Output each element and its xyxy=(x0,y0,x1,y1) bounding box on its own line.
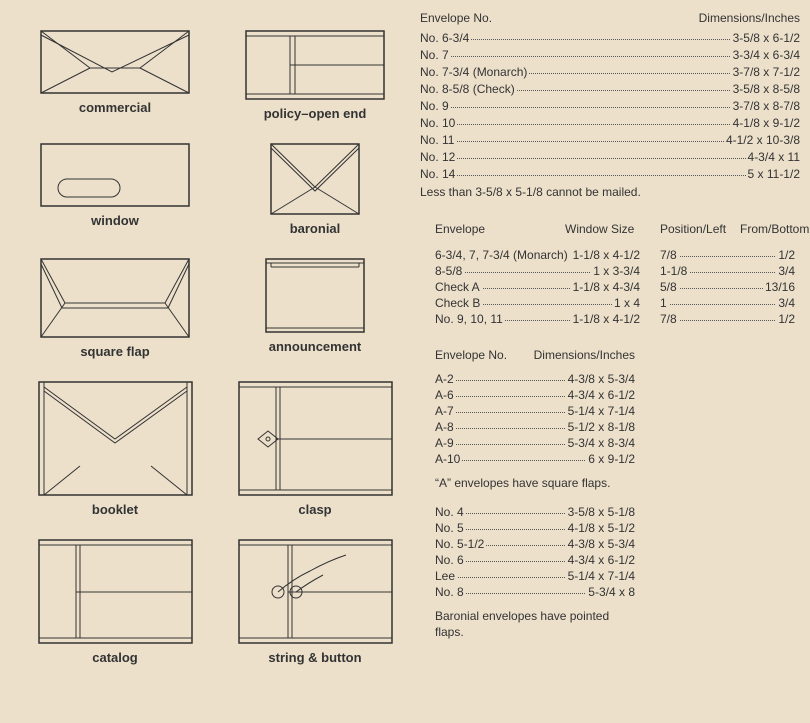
t3a-row: A-64-3/4 x 6-1/2 xyxy=(435,387,635,403)
t1-row: No. 114-1/2 x 10-3/8 xyxy=(420,132,800,148)
t3-header: Envelope No. Dimensions/Inches xyxy=(435,347,635,363)
window-icon xyxy=(40,143,190,207)
baronial-icon xyxy=(270,143,360,215)
env-label: clasp xyxy=(215,502,415,517)
t1-row: No. 104-1/8 x 9-1/2 xyxy=(420,115,800,131)
squareflap-icon xyxy=(40,258,190,338)
t3: Envelope No. Dimensions/Inches A-24-3/8 … xyxy=(435,347,635,641)
env-label: square flap xyxy=(15,344,215,359)
t3a-row: A-106 x 9-1/2 xyxy=(435,451,635,467)
env-clasp: clasp xyxy=(215,381,415,539)
env-squareflap: square flap xyxy=(15,258,215,381)
t3b-row: No. 43-5/8 x 5-1/8 xyxy=(435,504,635,520)
env-announcement: announcement xyxy=(215,258,415,381)
t1-note: Less than 3-5/8 x 5-1/8 cannot be mailed… xyxy=(420,184,800,201)
t2-header: Envelope Window Size Position/Left From/… xyxy=(435,221,795,237)
env-label: string & button xyxy=(215,650,415,665)
t1-row: No. 73-3/4 x 6-3/4 xyxy=(420,47,800,63)
t1-hleft: Envelope No. xyxy=(420,10,492,27)
t2-row: 8-5/81 x 3-3/41-1/83/4 xyxy=(435,263,795,279)
env-label: policy–open end xyxy=(215,106,415,121)
t3-noteB: Baronial envelopes have pointed flaps. xyxy=(435,608,635,642)
t1-row: No. 6-3/43-5/8 x 6-1/2 xyxy=(420,30,800,46)
t2-row: Check A1-1/8 x 4-3/45/813/16 xyxy=(435,279,795,295)
env-label: catalog xyxy=(15,650,215,665)
t3-noteA: “A” envelopes have square flaps. xyxy=(435,475,635,492)
env-label: announcement xyxy=(215,339,415,354)
catalog-icon xyxy=(38,539,193,644)
env-window: window xyxy=(15,143,215,258)
commercial-icon xyxy=(40,30,190,94)
t3b-row: No. 54-1/8 x 5-1/2 xyxy=(435,520,635,536)
data-tables: Envelope No. Dimensions/Inches No. 6-3/4… xyxy=(420,10,800,653)
stringbutton-icon xyxy=(238,539,393,644)
announcement-icon xyxy=(265,258,365,333)
t1-rows: No. 6-3/43-5/8 x 6-1/2No. 73-3/4 x 6-3/4… xyxy=(420,30,800,182)
t3a-row: A-85-1/2 x 8-1/8 xyxy=(435,419,635,435)
t2-row: Check B1 x 413/4 xyxy=(435,295,795,311)
t1-row: No. 93-7/8 x 8-7/8 xyxy=(420,98,800,114)
env-commercial: commercial xyxy=(15,30,215,143)
env-label: baronial xyxy=(215,221,415,236)
t2-rows: 6-3/4, 7, 7-3/4 (Monarch)1-1/8 x 4-1/27/… xyxy=(435,247,795,327)
clasp-icon xyxy=(238,381,393,496)
t1-row: No. 145 x 11-1/2 xyxy=(420,166,800,182)
t3b-row: No. 5-1/24-3/8 x 5-3/4 xyxy=(435,536,635,552)
env-label: window xyxy=(15,213,215,228)
t1-row: No. 8-5/8 (Check)3-5/8 x 8-5/8 xyxy=(420,81,800,97)
t2-row: 6-3/4, 7, 7-3/4 (Monarch)1-1/8 x 4-1/27/… xyxy=(435,247,795,263)
booklet-icon xyxy=(38,381,193,496)
t1-header: Envelope No. Dimensions/Inches xyxy=(420,10,800,26)
t3a-row: A-24-3/8 x 5-3/4 xyxy=(435,371,635,387)
t1-row: No. 7-3/4 (Monarch)3-7/8 x 7-1/2 xyxy=(420,64,800,80)
env-policy: policy–open end xyxy=(215,30,415,143)
t3b-row: Lee5-1/4 x 7-1/4 xyxy=(435,568,635,584)
t1-row: No. 124-3/4 x 11 xyxy=(420,149,800,165)
envelope-diagrams: commercial policy–open end window xyxy=(15,30,415,687)
env-stringbutton: string & button xyxy=(215,539,415,687)
env-baronial: baronial xyxy=(215,143,415,258)
t3b-row: No. 64-3/4 x 6-1/2 xyxy=(435,552,635,568)
t3a-row: A-95-3/4 x 8-3/4 xyxy=(435,435,635,451)
t2: Envelope Window Size Position/Left From/… xyxy=(435,221,795,327)
t3a-rows: A-24-3/8 x 5-3/4A-64-3/4 x 6-1/2A-75-1/4… xyxy=(435,371,635,467)
policy-icon xyxy=(245,30,385,100)
env-label: commercial xyxy=(15,100,215,115)
t3b-row: No. 85-3/4 x 8 xyxy=(435,584,635,600)
t3b-rows: No. 43-5/8 x 5-1/8No. 54-1/8 x 5-1/2No. … xyxy=(435,504,635,600)
env-catalog: catalog xyxy=(15,539,215,687)
env-booklet: booklet xyxy=(15,381,215,539)
env-label: booklet xyxy=(15,502,215,517)
t1-hright: Dimensions/Inches xyxy=(699,10,800,27)
t2-row: No. 9, 10, 111-1/8 x 4-1/27/81/2 xyxy=(435,311,795,327)
t3a-row: A-75-1/4 x 7-1/4 xyxy=(435,403,635,419)
